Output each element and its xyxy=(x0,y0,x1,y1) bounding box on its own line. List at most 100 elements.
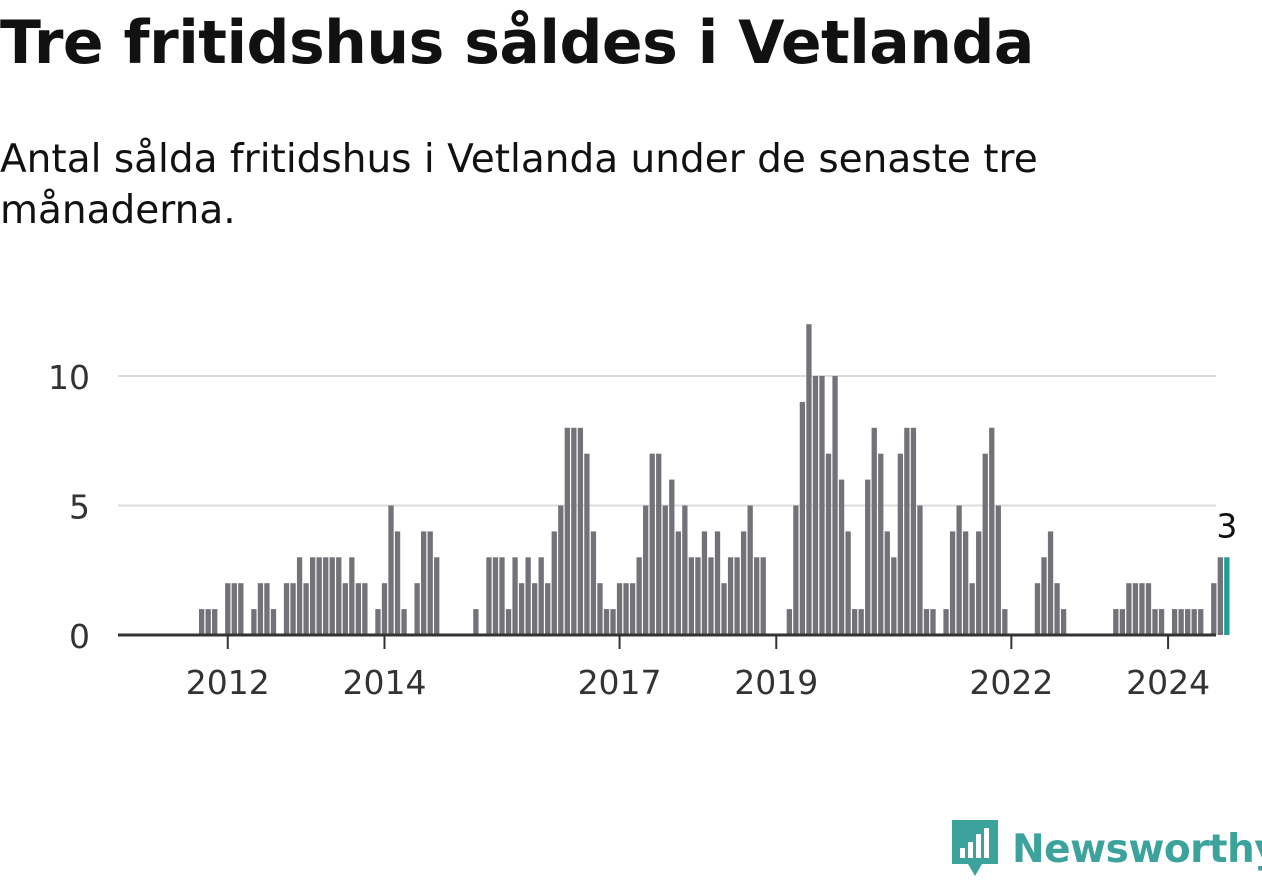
bar xyxy=(231,583,237,635)
bar xyxy=(590,531,597,635)
bar xyxy=(1113,609,1119,635)
bar xyxy=(1126,583,1132,635)
x-tick-label: 2014 xyxy=(342,663,426,702)
y-tick-label: 10 xyxy=(48,358,90,397)
bar xyxy=(649,453,655,635)
bar xyxy=(362,583,368,635)
bar xyxy=(675,531,681,635)
bar xyxy=(551,531,557,635)
bar xyxy=(1041,557,1047,635)
x-tick-label: 2017 xyxy=(578,663,662,702)
bar xyxy=(381,583,388,635)
bar xyxy=(1158,609,1165,635)
bar xyxy=(1198,609,1204,635)
bar xyxy=(1191,609,1197,635)
bar xyxy=(812,376,819,635)
bar xyxy=(917,505,923,635)
bar xyxy=(499,557,505,635)
bar xyxy=(401,609,407,635)
bar xyxy=(878,453,884,635)
bar xyxy=(310,557,316,635)
bar xyxy=(1060,609,1067,635)
bar xyxy=(225,583,231,635)
x-tick-label: 2019 xyxy=(734,663,818,702)
x-tick-label: 2024 xyxy=(1126,663,1210,702)
bar xyxy=(577,427,584,635)
bar xyxy=(747,505,753,635)
bar xyxy=(963,531,969,635)
bar xyxy=(1139,583,1145,635)
bar xyxy=(427,531,433,635)
bar xyxy=(793,505,799,635)
bar xyxy=(205,609,211,635)
bar xyxy=(198,609,205,635)
bar xyxy=(995,505,1001,635)
bar xyxy=(989,427,995,635)
bar xyxy=(571,427,577,635)
bar xyxy=(1217,557,1223,635)
bar xyxy=(584,453,590,635)
bar xyxy=(740,531,747,635)
bar xyxy=(473,609,479,635)
bar xyxy=(891,557,897,635)
bar xyxy=(1171,609,1178,635)
bar xyxy=(708,557,714,635)
bar xyxy=(1002,609,1008,635)
bar xyxy=(270,609,277,635)
bar xyxy=(662,505,668,635)
bar xyxy=(799,401,806,635)
bar xyxy=(355,583,362,635)
bar xyxy=(838,479,845,635)
bar xyxy=(819,376,825,635)
bar xyxy=(976,531,982,635)
bar xyxy=(1034,583,1041,635)
bar xyxy=(1047,531,1054,635)
bar xyxy=(734,557,740,635)
bar xyxy=(832,376,838,635)
bar xyxy=(257,583,264,635)
bar xyxy=(865,479,871,635)
bar xyxy=(486,557,492,635)
bar xyxy=(897,453,903,635)
bar xyxy=(558,505,564,635)
bar xyxy=(545,583,551,635)
chart-subtitle: Antal sålda fritidshus i Vetlanda under … xyxy=(0,137,1038,233)
bar xyxy=(923,609,930,635)
bar xyxy=(910,427,917,635)
bar xyxy=(629,583,636,635)
bar xyxy=(518,583,525,635)
bar xyxy=(264,583,270,635)
bar xyxy=(643,505,649,635)
bar xyxy=(597,583,603,635)
bar xyxy=(238,583,244,635)
bar xyxy=(492,557,499,635)
bar xyxy=(806,324,812,635)
bar xyxy=(1178,609,1184,635)
bar xyxy=(701,531,708,635)
bar xyxy=(394,531,401,635)
bar xyxy=(656,453,662,635)
bar xyxy=(349,557,355,635)
bar-chart-bubble-icon xyxy=(952,820,998,876)
bar xyxy=(505,609,512,635)
bar xyxy=(603,609,610,635)
bar xyxy=(251,609,257,635)
bar xyxy=(564,427,570,635)
bar xyxy=(283,583,290,635)
bar xyxy=(1132,583,1139,635)
bar xyxy=(982,453,988,635)
bar xyxy=(943,609,949,635)
bar xyxy=(1145,583,1152,635)
bar xyxy=(532,583,538,635)
bar xyxy=(682,505,688,635)
bar xyxy=(610,609,616,635)
bar xyxy=(434,557,440,635)
bar xyxy=(721,583,727,635)
bar xyxy=(904,427,910,635)
bar xyxy=(1152,609,1158,635)
y-tick-label: 0 xyxy=(69,617,90,656)
bar xyxy=(636,557,642,635)
bar xyxy=(329,557,335,635)
bar xyxy=(930,609,936,635)
bar xyxy=(375,609,381,635)
